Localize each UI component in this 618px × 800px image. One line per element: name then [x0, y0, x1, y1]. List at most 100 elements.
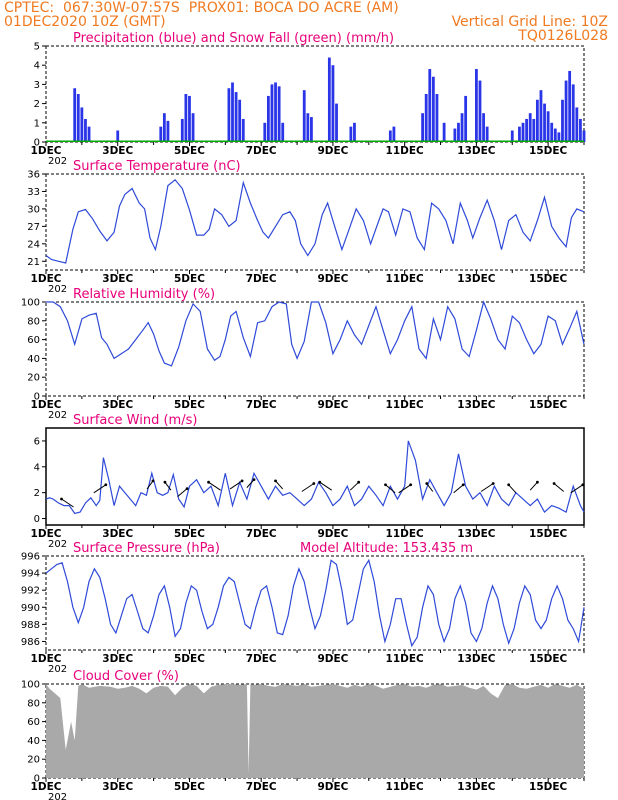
- precip-bar: [353, 122, 356, 142]
- wind-arrow: [275, 480, 284, 490]
- x-tick-label: 7DEC: [246, 781, 277, 793]
- y-tick-label: 0: [34, 774, 40, 785]
- year-stub: 202: [48, 284, 67, 295]
- y-tick-label: 5: [34, 42, 40, 53]
- wind-arrow: [208, 481, 221, 491]
- wind-arrow-head: [357, 480, 361, 484]
- y-tick-label: 3: [34, 80, 40, 91]
- x-tick-label: 7DEC: [246, 145, 277, 157]
- panel-frame: [45, 555, 585, 651]
- precip-bar: [335, 103, 338, 142]
- y-tick-label: 4: [34, 61, 40, 72]
- x-tick-label: 9DEC: [317, 528, 348, 540]
- x-tick-label: 1DEC: [31, 273, 62, 285]
- x-tick-label: 9DEC: [317, 145, 348, 157]
- precip-bar: [184, 94, 188, 142]
- wind-arrow-head: [318, 480, 322, 484]
- precip-bar: [281, 122, 285, 142]
- precip-bar: [539, 90, 543, 142]
- panel-title: Surface Temperature (nC): [73, 159, 241, 174]
- x-tick-label: 13DEC: [457, 273, 496, 285]
- x-tick-label: 7DEC: [246, 528, 277, 540]
- x-tick-label: 7DEC: [246, 399, 277, 411]
- precip-bar: [270, 84, 274, 142]
- x-tick-label: 11DEC: [386, 528, 425, 540]
- precip-bar: [80, 107, 84, 142]
- x-tick-label: 3DEC: [102, 528, 133, 540]
- wind-arrow-head: [425, 482, 429, 485]
- precip-bar: [582, 130, 586, 142]
- panel-frame: [45, 173, 585, 271]
- precip-bar: [453, 128, 457, 142]
- precip-bar: [532, 118, 536, 142]
- wind-arrow: [570, 484, 584, 494]
- y-tick-label: 0: [34, 514, 40, 525]
- precip-bar: [431, 76, 435, 142]
- precip-bar: [227, 88, 231, 142]
- x-tick-label: 5DEC: [174, 273, 205, 285]
- data-line: [45, 558, 585, 648]
- header-model-code: TQ0126L028: [518, 28, 608, 44]
- data-line: [46, 300, 585, 367]
- x-tick-label: 11DEC: [386, 399, 425, 411]
- x-tick-label: 13DEC: [457, 781, 496, 793]
- wind-arrow-head: [207, 480, 210, 484]
- wind-arrow: [246, 479, 255, 488]
- model-altitude-label: Model Altitude: 153.435 m: [300, 541, 473, 556]
- y-tick-label: 20: [27, 755, 40, 766]
- y-tick-label: 40: [27, 354, 40, 365]
- x-tick-label: 9DEC: [317, 653, 348, 665]
- panel-title: Surface Wind (m/s): [73, 413, 197, 428]
- precip-bar: [442, 122, 446, 142]
- precip-bar: [543, 103, 546, 142]
- header-date: 01DEC2020 10Z (GMT): [4, 14, 166, 30]
- panel-frame: [45, 301, 585, 397]
- y-tick-label: 1: [34, 118, 40, 129]
- precip-bar: [518, 126, 521, 142]
- x-tick-label: 5DEC: [174, 399, 205, 411]
- x-tick-label: 5DEC: [174, 781, 205, 793]
- precip-bar: [546, 111, 550, 142]
- precip-bar: [392, 126, 396, 142]
- x-tick-label: 5DEC: [174, 653, 205, 665]
- precip-bar: [180, 118, 184, 142]
- wind-arrow-head: [535, 480, 539, 484]
- precip-bar: [550, 122, 554, 142]
- precip-bar: [73, 88, 77, 142]
- panel-title: Precipitation (blue) and Snow Fall (gree…: [73, 31, 394, 46]
- precip-bar: [428, 69, 432, 142]
- wind-arrow-head: [581, 483, 585, 487]
- precip-bar: [568, 70, 572, 142]
- year-stub: 202: [48, 410, 67, 421]
- x-tick-label: 11DEC: [386, 781, 425, 793]
- precip-bar: [460, 113, 464, 142]
- y-tick-label: 0: [34, 392, 40, 403]
- precip-bar: [87, 126, 91, 142]
- wind-arrow-head: [507, 483, 511, 487]
- precip-bar: [478, 80, 482, 142]
- precip-bar: [457, 122, 460, 142]
- x-tick-label: 13DEC: [457, 145, 496, 157]
- precip-bar: [241, 118, 245, 142]
- wind-arrow-head: [552, 482, 556, 485]
- precip-bar: [162, 113, 166, 142]
- header-vertical-grid: Vertical Grid Line: 10Z: [451, 14, 608, 30]
- wind-arrow: [93, 484, 107, 494]
- year-stub: 202: [48, 156, 67, 167]
- x-tick-label: 15DEC: [529, 528, 568, 540]
- wind-arrow-head: [60, 497, 63, 501]
- precip-bar: [464, 95, 468, 142]
- wind-arrow-head: [185, 487, 189, 491]
- precip-bar: [575, 107, 579, 142]
- precip-bar: [231, 82, 234, 142]
- precip-bar: [306, 113, 310, 142]
- x-tick-label: 15DEC: [529, 653, 568, 665]
- precip-bar: [557, 132, 561, 142]
- y-tick-label: 996: [21, 552, 40, 563]
- precip-bar: [564, 80, 568, 142]
- y-tick-label: 986: [21, 637, 40, 648]
- wind-arrow: [385, 484, 396, 494]
- x-tick-label: 5DEC: [174, 528, 205, 540]
- wind-arrow-head: [409, 483, 413, 487]
- precip-bar: [234, 92, 238, 142]
